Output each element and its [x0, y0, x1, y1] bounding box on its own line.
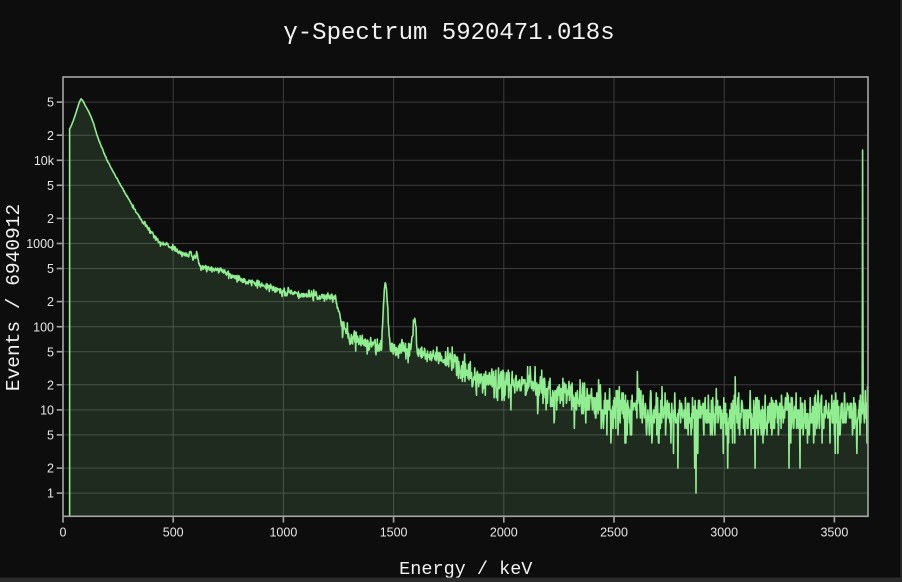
svg-text:5: 5: [47, 262, 54, 276]
svg-text:5: 5: [47, 96, 54, 110]
svg-text:3000: 3000: [710, 526, 738, 540]
svg-text:5: 5: [47, 345, 54, 359]
svg-text:5: 5: [47, 429, 54, 443]
svg-text:1: 1: [47, 487, 54, 501]
svg-text:100: 100: [33, 320, 54, 334]
svg-text:10k: 10k: [34, 154, 55, 168]
svg-text:0: 0: [60, 526, 67, 540]
svg-text:10: 10: [40, 404, 54, 418]
svg-text:2: 2: [47, 462, 54, 476]
svg-text:2: 2: [47, 129, 54, 143]
svg-text:2: 2: [47, 378, 54, 392]
svg-text:2500: 2500: [600, 526, 628, 540]
svg-text:γ-Spectrum 5920471.018s: γ-Spectrum 5920471.018s: [283, 20, 614, 47]
svg-text:2000: 2000: [490, 526, 518, 540]
svg-text:3500: 3500: [820, 526, 848, 540]
svg-text:2: 2: [47, 212, 54, 226]
svg-text:1000: 1000: [269, 526, 297, 540]
svg-text:Events / 6940912: Events / 6940912: [3, 204, 25, 391]
svg-text:1000: 1000: [26, 237, 54, 251]
svg-text:Energy / keV: Energy / keV: [399, 559, 532, 580]
svg-text:500: 500: [163, 526, 184, 540]
svg-text:2: 2: [47, 295, 54, 309]
svg-text:1500: 1500: [380, 526, 408, 540]
svg-text:5: 5: [47, 179, 54, 193]
